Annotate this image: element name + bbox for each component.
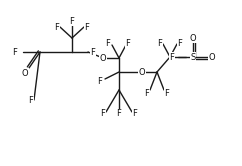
Text: F: F [117,110,121,119]
Text: O: O [22,69,28,78]
Text: O: O [139,68,145,77]
Text: F: F [133,110,137,119]
Text: O: O [209,52,215,61]
Text: F: F [170,52,174,61]
Text: F: F [178,39,182,47]
Text: F: F [106,39,110,47]
Text: F: F [126,39,130,47]
Text: F: F [54,23,60,32]
Text: F: F [101,110,106,119]
Text: O: O [100,53,106,63]
Text: F: F [13,47,17,56]
Text: S: S [190,52,196,61]
Text: F: F [98,77,102,85]
Text: F: F [69,16,75,26]
Text: F: F [158,39,162,47]
Text: F: F [84,23,90,32]
Text: F: F [29,95,33,105]
Text: F: F [165,88,169,97]
Text: F: F [144,88,150,97]
Text: F: F [91,47,95,56]
Text: O: O [190,34,196,42]
